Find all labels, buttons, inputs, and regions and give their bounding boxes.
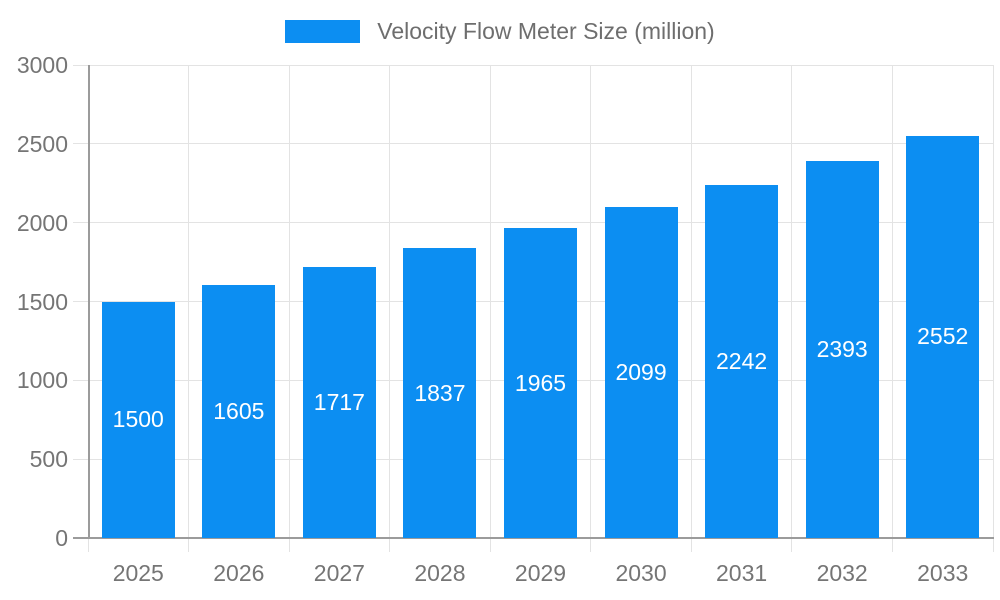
y-axis-tick-label: 3000: [16, 52, 68, 78]
bar[interactable]: 2099: [604, 207, 678, 538]
bar[interactable]: 2242: [705, 184, 779, 538]
x-axis-line: [73, 537, 994, 539]
legend-label: Velocity Flow Meter Size (million): [377, 18, 715, 44]
x-gridline: [590, 65, 592, 552]
bar-value-label: 1500: [112, 406, 164, 433]
x-axis-tick-label: 2033: [917, 560, 969, 586]
bar-value-label: 2099: [615, 359, 667, 386]
x-gridline: [992, 65, 994, 552]
x-axis-tick-label: 2027: [313, 560, 365, 586]
legend[interactable]: Velocity Flow Meter Size (million): [0, 18, 1000, 44]
bar-value-label: 2552: [917, 323, 969, 350]
x-axis-tick-label: 2026: [213, 560, 265, 586]
x-axis-tick-label: 2025: [112, 560, 164, 586]
bar[interactable]: 1965: [504, 228, 577, 538]
y-axis-tick-label: 2500: [16, 130, 68, 157]
x-gridline: [690, 65, 692, 552]
bar-value-label: 2393: [816, 335, 868, 362]
bar-value-label: 1965: [514, 369, 567, 396]
bar[interactable]: 2393: [805, 160, 879, 538]
y-axis-tick-label: 1500: [16, 288, 68, 315]
x-axis-tick-label: 2028: [414, 560, 466, 586]
bar-value-label: 1605: [213, 397, 265, 424]
x-axis-tick-label: 2031: [716, 560, 768, 586]
x-axis-tick-label: 2032: [816, 560, 868, 586]
bar[interactable]: 1837: [403, 248, 477, 538]
x-gridline: [489, 65, 491, 552]
y-axis-tick-label: 2000: [16, 209, 68, 236]
bar[interactable]: 1605: [202, 284, 276, 538]
y-gridline: [73, 64, 993, 66]
bar[interactable]: 1717: [302, 267, 376, 538]
legend-swatch-icon: [285, 19, 361, 43]
bar-value-label: 1717: [313, 389, 365, 416]
y-axis-line: [88, 65, 90, 538]
plot-area: 0 500 1000 1500 2000 2500 3000 1500 1605 1717 1837…: [17, 52, 994, 586]
bar[interactable]: 1500: [101, 301, 175, 538]
bar-value-label: 1837: [414, 379, 466, 406]
y-axis-tick-label: 0: [55, 525, 68, 551]
x-gridline: [389, 65, 391, 552]
x-axis-tick-label: 2029: [514, 560, 567, 586]
y-axis-tick-label: 1000: [16, 367, 68, 394]
y-gridline: [73, 222, 993, 224]
bar[interactable]: 2552: [906, 135, 980, 538]
x-gridline: [791, 65, 793, 552]
x-gridline: [891, 65, 893, 552]
x-axis-tick-label: 2030: [615, 560, 667, 586]
y-axis-tick-label: 500: [29, 446, 68, 473]
bar-value-label: 2242: [716, 347, 768, 374]
x-gridline: [188, 65, 190, 552]
y-gridline: [73, 143, 993, 145]
x-gridline: [288, 65, 290, 552]
